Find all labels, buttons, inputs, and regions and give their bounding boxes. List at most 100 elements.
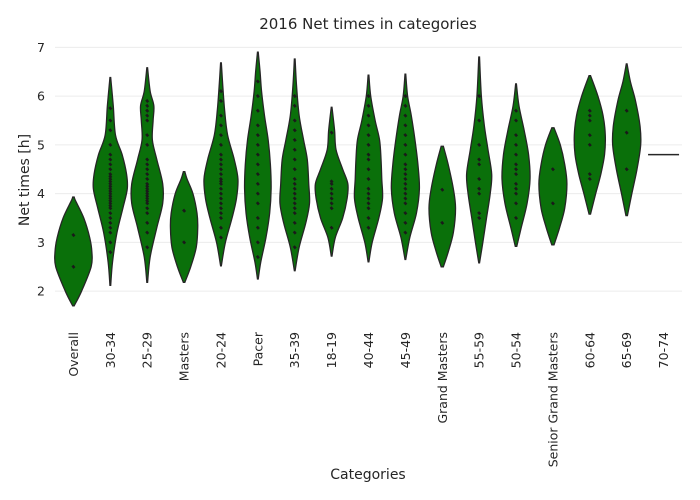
observation-point xyxy=(403,230,408,235)
observation-point xyxy=(255,225,260,230)
observation-point xyxy=(587,176,592,182)
violin-group xyxy=(243,51,272,280)
observation-point xyxy=(255,142,260,147)
observation-point xyxy=(329,225,334,230)
observation-point xyxy=(477,211,482,216)
x-tick-label: Overall xyxy=(66,332,81,377)
violin-group xyxy=(501,83,531,247)
observation-point xyxy=(587,172,592,177)
observation-point xyxy=(218,113,223,118)
observation-point xyxy=(403,167,408,172)
violin-group xyxy=(314,106,349,257)
observation-point xyxy=(218,98,223,103)
observation-point xyxy=(477,142,482,147)
observation-point xyxy=(145,142,150,147)
observation-point xyxy=(366,176,371,182)
observation-point xyxy=(145,211,150,216)
x-tick-label: 45-49 xyxy=(398,332,413,368)
observation-point xyxy=(255,240,260,245)
observation-point xyxy=(255,172,260,177)
violin-group xyxy=(130,67,165,284)
observation-point xyxy=(292,186,297,191)
observation-point xyxy=(218,157,223,162)
observation-point xyxy=(403,220,408,225)
observation-point xyxy=(218,201,223,206)
observation-point xyxy=(145,184,150,189)
observation-point xyxy=(108,225,113,230)
observation-point xyxy=(218,191,223,196)
y-axis-label: Net times [h] xyxy=(17,134,33,226)
observation-point xyxy=(366,196,371,201)
chart-title: 2016 Net times in categories xyxy=(259,15,477,33)
observation-point xyxy=(366,167,371,172)
violin-group xyxy=(92,76,129,286)
observation-point xyxy=(108,250,113,255)
violin-group xyxy=(353,74,384,263)
observation-point xyxy=(477,157,482,162)
observation-point xyxy=(108,206,113,211)
observation-point xyxy=(108,184,113,189)
observation-point xyxy=(403,181,408,186)
violin-body xyxy=(611,63,642,217)
observation-point xyxy=(292,191,297,196)
observation-point xyxy=(145,206,150,211)
observation-point xyxy=(624,130,629,135)
y-tick-labels: 2 3 4 5 6 7 xyxy=(37,40,45,299)
y-tick-label: 6 xyxy=(37,89,45,104)
observation-point xyxy=(624,167,629,172)
observation-point xyxy=(403,142,408,147)
x-tick-label: 20-24 xyxy=(214,332,229,368)
observation-point xyxy=(403,186,408,191)
observation-point xyxy=(255,79,260,84)
observation-point xyxy=(292,206,297,211)
observation-point xyxy=(145,98,150,103)
observation-point xyxy=(255,152,260,157)
observation-point xyxy=(255,201,260,206)
observation-point xyxy=(329,206,334,211)
observation-point xyxy=(514,162,519,167)
observation-point xyxy=(514,201,519,206)
observation-point xyxy=(145,220,150,225)
observation-point xyxy=(366,157,371,162)
observation-point xyxy=(145,176,150,182)
observation-point xyxy=(403,211,408,216)
observation-point xyxy=(403,196,408,201)
y-tick-label: 7 xyxy=(37,40,45,55)
observation-point xyxy=(366,206,371,211)
observation-point xyxy=(145,186,150,191)
observation-point xyxy=(255,181,260,186)
observation-point xyxy=(218,225,223,230)
observation-point xyxy=(514,118,519,123)
observation-point xyxy=(403,176,408,182)
observation-point xyxy=(477,94,482,99)
observation-point xyxy=(108,181,113,186)
observation-point xyxy=(108,172,113,177)
observation-point xyxy=(145,118,150,123)
observation-point xyxy=(292,230,297,235)
observation-point xyxy=(587,118,592,123)
observation-point xyxy=(440,187,445,192)
observation-point xyxy=(514,167,519,172)
observation-point xyxy=(440,220,445,225)
observation-point xyxy=(255,94,260,99)
observation-point xyxy=(108,176,113,182)
observation-point xyxy=(587,108,592,113)
observation-point xyxy=(71,233,76,238)
violin-body xyxy=(538,127,568,246)
observation-point xyxy=(255,255,260,260)
observation-point xyxy=(108,230,113,235)
observation-point xyxy=(145,245,150,250)
violin-group xyxy=(169,171,199,284)
observation-point xyxy=(514,191,519,196)
observation-point xyxy=(218,142,223,147)
observation-point xyxy=(587,133,592,138)
observation-point xyxy=(218,172,223,177)
observation-point xyxy=(329,186,334,191)
observation-point xyxy=(329,191,334,196)
violin-group xyxy=(53,196,93,307)
observation-point xyxy=(108,179,113,184)
observation-point xyxy=(182,240,187,245)
observation-point xyxy=(218,196,223,201)
observation-point xyxy=(514,142,519,147)
observation-point xyxy=(108,196,113,201)
